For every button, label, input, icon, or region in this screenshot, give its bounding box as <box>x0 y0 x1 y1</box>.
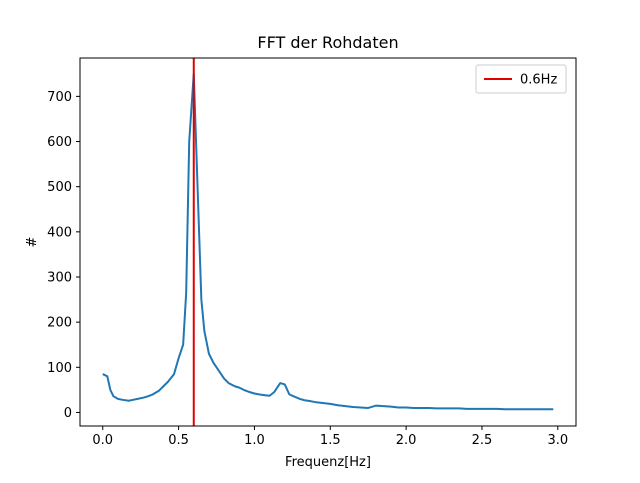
y-tick-label: 300 <box>47 270 72 285</box>
y-tick-label: 700 <box>47 90 72 105</box>
axes-frame <box>79 57 577 427</box>
x-tick-label: 3.0 <box>547 433 568 448</box>
x-tick-label: 0.5 <box>168 433 189 448</box>
y-tick-label: 0 <box>64 406 72 421</box>
y-axis-ticks: 0 100 200 300 400 500 600 700 <box>47 90 80 421</box>
series-layer <box>102 72 554 411</box>
legend-box <box>475 64 567 94</box>
x-tick-label: 0.0 <box>92 433 113 448</box>
y-tick-label: 500 <box>47 180 72 195</box>
x-axis-ticks: 0.0 0.5 1.0 1.5 2.0 2.5 3.0 <box>92 426 568 448</box>
chart-title: FFT der Rohdaten <box>257 33 398 52</box>
x-tick-label: 2.0 <box>396 433 417 448</box>
x-tick-label: 1.5 <box>320 433 341 448</box>
legend-label: 0.6Hz <box>520 73 557 88</box>
y-tick-label: 100 <box>47 361 72 376</box>
y-axis-label: # <box>25 237 40 248</box>
y-tick-label: 600 <box>47 135 72 150</box>
fft-series-line-0 <box>102 72 554 411</box>
x-tick-label: 2.5 <box>472 433 493 448</box>
x-tick-label: 1.0 <box>244 433 265 448</box>
y-tick-label: 400 <box>47 225 72 240</box>
legend: 0.6Hz <box>475 64 567 94</box>
x-axis-label: Frequenz[Hz] <box>285 455 371 470</box>
y-tick-label: 200 <box>47 316 72 331</box>
plot-area <box>102 58 554 426</box>
